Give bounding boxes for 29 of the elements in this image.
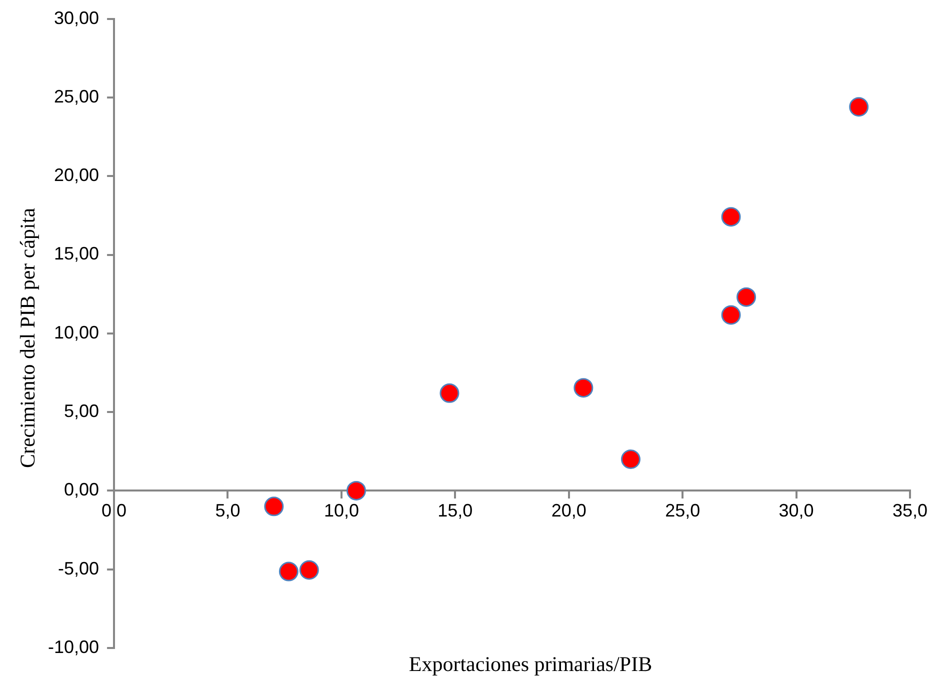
- point: [721, 207, 741, 227]
- y-tick-label: 0,00: [64, 480, 100, 500]
- point: [721, 305, 741, 325]
- point: [440, 383, 460, 403]
- point: [278, 562, 298, 582]
- point: [574, 378, 594, 398]
- y-tick-label: 20,00: [54, 165, 100, 186]
- y-tick-label: -10,00: [48, 636, 100, 657]
- x-axis-title: Exportaciones primarias/PIB: [408, 652, 654, 677]
- point: [346, 480, 366, 500]
- y-tick-label: 25,00: [54, 86, 100, 106]
- point: [264, 496, 284, 516]
- x-tick-label: 5,0: [215, 500, 240, 520]
- point: [620, 449, 640, 469]
- x-tick-label: 20,0: [551, 500, 586, 520]
- x-tick-label: 15,0: [438, 500, 473, 520]
- x-tick-label: 35,0: [892, 500, 928, 520]
- x-tick-label: 10,0: [324, 500, 359, 520]
- y-tick-label: 10,00: [54, 322, 100, 342]
- y-tick-label: 30,00: [54, 8, 100, 28]
- y-tick-label: 5,00: [64, 401, 100, 422]
- point: [736, 287, 756, 307]
- point: [849, 97, 869, 117]
- x-tick-label: 25,0: [665, 500, 700, 520]
- x-tick-label: 30,0: [778, 500, 814, 520]
- point: [299, 560, 319, 580]
- y-axis-title: Crecimiento del PIB per cápita: [16, 208, 40, 468]
- y-tick-label: 15,00: [54, 244, 100, 264]
- y-tick-label: -5,00: [58, 558, 100, 578]
